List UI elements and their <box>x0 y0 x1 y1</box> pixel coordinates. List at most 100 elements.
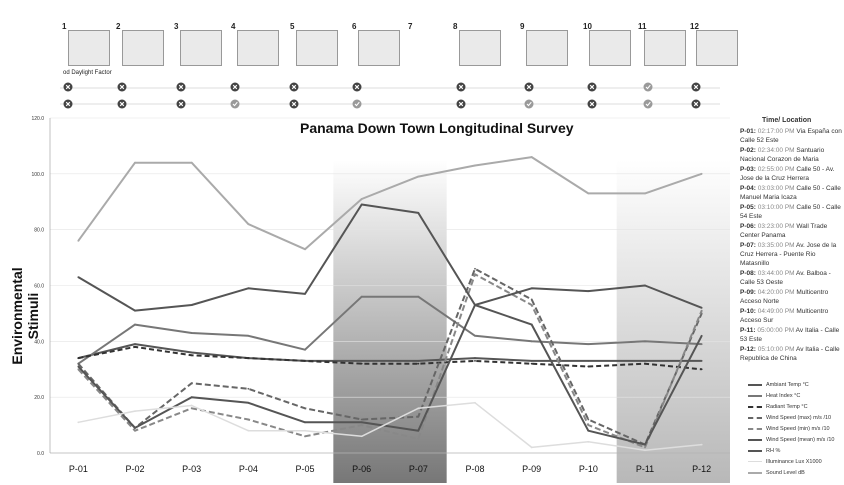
survey-place: Multicentro Acceso Sur <box>740 308 829 324</box>
data-point <box>474 334 476 337</box>
data-point <box>474 304 476 306</box>
data-point <box>134 346 136 348</box>
data-point <box>77 357 80 359</box>
legend-item: Heat Index °C <box>748 390 844 401</box>
point-id: P-06: <box>740 223 756 230</box>
point-number-3: 3 <box>174 22 179 31</box>
data-point <box>417 415 420 418</box>
chart-title: Panama Down Town Longitudinal Survey <box>300 120 574 136</box>
point-number-7: 7 <box>408 22 413 31</box>
series-line-1 <box>77 295 702 365</box>
point-number-10: 10 <box>583 22 592 31</box>
data-point <box>190 351 193 354</box>
cross-icon <box>63 82 73 92</box>
legend-label: Wind Speed (max) m/s /10 <box>766 414 832 421</box>
legend-item: Ambiant Temp °C <box>748 379 844 390</box>
section-thumbnail-8 <box>459 30 501 66</box>
time-location-item: P-04: 03:03:00 PM Calle 50 - Calle Manue… <box>740 184 844 202</box>
data-point <box>190 304 193 306</box>
survey-place: Santuario Nacional Corazon de Maria <box>740 147 825 163</box>
survey-place: Multicentro Acceso Norte <box>740 289 829 305</box>
data-point <box>644 362 646 365</box>
data-point <box>360 198 363 200</box>
legend-label: Ambiant Temp °C <box>766 381 809 388</box>
section-thumbnail-3 <box>180 30 222 66</box>
data-point <box>304 348 306 351</box>
time-location-item: P-05: 03:10:00 PM Calle 50 - Calle 54 Es… <box>740 203 844 221</box>
point-number-12: 12 <box>690 22 699 31</box>
data-point <box>530 446 533 449</box>
cross-icon <box>524 82 534 92</box>
series-line-6 <box>77 203 703 446</box>
point-id: P-05: <box>740 204 756 211</box>
survey-header-strip: 1 2 3 4 5 6 7 8 9 10 11 12 <box>0 0 844 112</box>
point-id: P-03: <box>740 166 756 173</box>
series-line-3 <box>77 267 703 446</box>
survey-time: 03:35:00 PM <box>757 242 795 249</box>
data-point <box>134 309 136 312</box>
point-number-2: 2 <box>116 22 121 31</box>
series-line-7 <box>78 402 702 451</box>
data-point <box>360 421 363 424</box>
survey-time: 04:20:00 PM <box>757 289 795 296</box>
y-tick-label: 40.0 <box>34 339 44 345</box>
data-point <box>134 410 136 413</box>
cross-icon <box>691 99 701 109</box>
data-point <box>247 401 250 404</box>
section-thumbnail-2 <box>122 30 164 66</box>
data-point <box>77 365 80 368</box>
data-point <box>304 248 306 251</box>
series-line-2 <box>78 345 702 371</box>
data-point <box>190 407 193 410</box>
legend-label: Wind Speed (min) m/s /10 <box>766 425 830 432</box>
legend-item: Sound Level dB <box>748 467 844 478</box>
data-point <box>304 421 306 424</box>
data-point <box>587 192 590 195</box>
survey-place: Av Italia - Calle 53 Este <box>740 327 840 343</box>
survey-time: 02:55:00 PM <box>757 166 795 173</box>
data-point <box>644 284 646 287</box>
data-point <box>474 273 476 276</box>
point-number-4: 4 <box>231 22 236 31</box>
legend-label: Illuminance Lux X1000 <box>766 458 822 465</box>
time-location-item: P-12: 05:10:00 PM Av Italia - Calle Repu… <box>740 345 844 363</box>
point-number-11: 11 <box>638 22 647 31</box>
survey-time: 05:10:00 PM <box>757 346 795 353</box>
data-point <box>360 203 363 206</box>
legend-item: RH % <box>748 445 844 456</box>
point-id: P-01: <box>740 128 756 135</box>
time-location-title: Time/ Location <box>762 117 812 124</box>
data-point <box>190 404 193 407</box>
data-point <box>77 239 80 242</box>
data-point <box>530 304 533 306</box>
data-point <box>360 424 363 426</box>
check-icon <box>643 82 653 92</box>
legend-label: Radiant Temp °C <box>766 403 808 410</box>
data-point <box>77 362 80 365</box>
data-point <box>417 212 420 214</box>
y-tick-label: 120.0 <box>31 116 44 122</box>
survey-place: Wall Trade Center Panama <box>740 223 828 239</box>
data-point <box>530 287 533 290</box>
legend-item: Wind Speed (min) m/s /10 <box>748 423 844 434</box>
time-location-item: P-06: 03:23:00 PM Wall Trade Center Pana… <box>740 222 844 240</box>
data-point <box>360 418 363 421</box>
data-point <box>587 424 590 426</box>
point-id: P-11: <box>740 327 756 334</box>
data-point <box>360 362 363 365</box>
time-location-item: P-10: 04:49:00 PM Multicentro Acceso Sur <box>740 307 844 325</box>
legend-swatch <box>748 449 762 452</box>
daylight-factor-label: od Daylight Factor <box>63 70 112 76</box>
section-thumbnail-11 <box>644 30 686 66</box>
point-number-6: 6 <box>352 22 357 31</box>
data-point <box>644 340 646 343</box>
data-point <box>417 429 420 432</box>
legend-swatch <box>748 405 762 408</box>
time-location-panel: Time/ Location P-01: 02:17:00 PM Via Esp… <box>740 116 844 364</box>
cross-icon <box>117 99 127 109</box>
data-point <box>587 343 590 346</box>
y-tick-label: 80.0 <box>34 228 44 234</box>
y-tick-label: 100.0 <box>31 172 44 178</box>
data-point <box>304 435 306 438</box>
